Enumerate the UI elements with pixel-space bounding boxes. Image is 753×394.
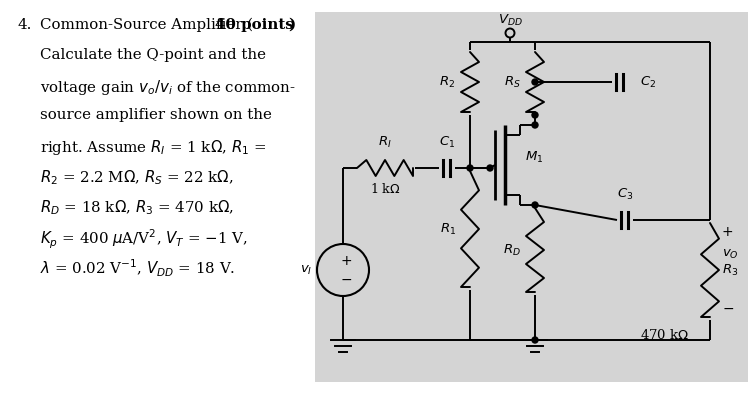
Circle shape [532,79,538,85]
Text: voltage gain $v_o/v_i$ of the common-: voltage gain $v_o/v_i$ of the common- [40,78,296,97]
Text: $\lambda$ = 0.02 V$^{-1}$, $V_{DD}$ = 18 V.: $\lambda$ = 0.02 V$^{-1}$, $V_{DD}$ = 18… [40,258,235,279]
Text: $-$: $-$ [722,301,734,315]
Text: $C_3$: $C_3$ [617,187,633,202]
Text: +: + [722,225,733,239]
Text: $R_I$: $R_I$ [378,135,392,150]
Text: $R_D$ = 18 k$\Omega$, $R_3$ = 470 k$\Omega$,: $R_D$ = 18 k$\Omega$, $R_3$ = 470 k$\Ome… [40,198,234,217]
Circle shape [532,122,538,128]
Text: $v_O$: $v_O$ [722,248,739,261]
Circle shape [532,112,538,118]
Text: $R_2$ = 2.2 M$\Omega$, $R_S$ = 22 k$\Omega$,: $R_2$ = 2.2 M$\Omega$, $R_S$ = 22 k$\Ome… [40,168,233,187]
Text: Calculate the Q-point and the: Calculate the Q-point and the [40,48,266,62]
Text: $R_2$: $R_2$ [439,74,455,89]
Text: $V_{DD}$: $V_{DD}$ [498,13,523,28]
Text: $R_S$: $R_S$ [505,74,521,89]
Circle shape [532,202,538,208]
Text: 4.: 4. [18,18,32,32]
Text: right. Assume $R_I$ = 1 k$\Omega$, $R_1$ =: right. Assume $R_I$ = 1 k$\Omega$, $R_1$… [40,138,267,157]
Text: 1 k$\Omega$: 1 k$\Omega$ [370,182,401,196]
Text: 40 points: 40 points [215,18,294,32]
Circle shape [487,165,493,171]
Text: $-$: $-$ [340,272,352,286]
Text: ): ) [288,18,295,32]
Bar [315,12,748,382]
Text: $C_1$: $C_1$ [439,135,455,150]
Text: $R_1$: $R_1$ [440,221,456,236]
Text: +: + [340,254,352,268]
Text: $R_3$: $R_3$ [722,262,739,277]
Text: $K_p$ = 400 $\mu$A/V$^2$, $V_T$ = $-$1 V,: $K_p$ = 400 $\mu$A/V$^2$, $V_T$ = $-$1 V… [40,228,248,251]
Text: $C_2$: $C_2$ [640,74,656,89]
Text: $M_1$: $M_1$ [525,149,544,165]
Text: $R_D$: $R_D$ [503,242,521,258]
Text: 470 k$\Omega$: 470 k$\Omega$ [640,328,690,342]
Text: Common-Source Amplifier (: Common-Source Amplifier ( [40,18,253,32]
Circle shape [532,337,538,343]
Circle shape [467,165,473,171]
Text: $v_I$: $v_I$ [300,264,312,277]
Text: source amplifier shown on the: source amplifier shown on the [40,108,272,122]
